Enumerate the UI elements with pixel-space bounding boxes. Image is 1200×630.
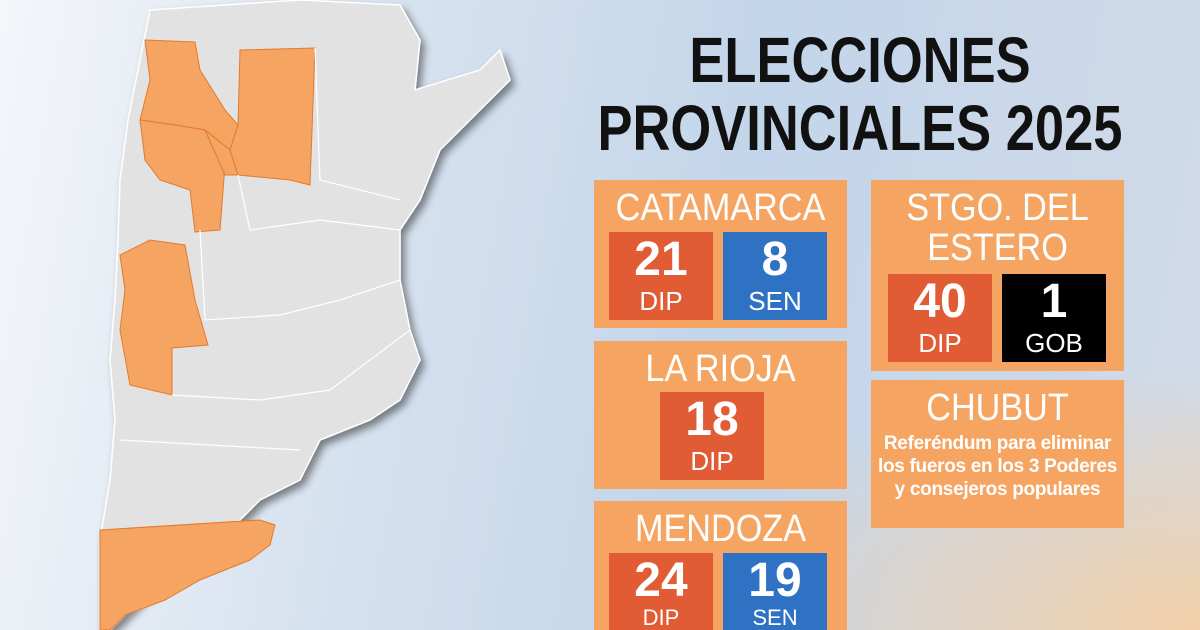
title-line-1: ELECCIONES [689,24,1031,96]
province-name: CATAMARCA [615,187,826,229]
gobernador-tile: 1 GOB [1002,274,1106,362]
card-chubut: CHUBUT Referéndum para eliminar los fuer… [871,380,1124,528]
seat-label: SEN [752,605,798,630]
seat-count: 18 [685,393,739,446]
card-la-rioja: LA RIOJA 18 DIP [594,341,847,489]
province-borders [119,47,411,451]
seat-count: 24 [634,554,688,607]
seat-label: DIP [690,446,734,476]
title-line-2: PROVINCIALES 2025 [597,92,1123,164]
province-name: MENDOZA [635,508,806,550]
province-la-rioja-mendoza [119,239,209,396]
province-name: LA RIOJA [645,348,796,390]
seat-count: 21 [634,233,688,286]
seat-count: 1 [1040,275,1068,328]
senadores-tile: 19 SEN [723,553,827,630]
card-catamarca: CATAMARCA 21 DIP 8 SEN [594,180,847,328]
seat-label: DIP [639,286,683,316]
province-name-line-2: ESTERO [927,227,1068,269]
diputados-tile: 24 DIP [609,553,713,630]
province-name-line-1: STGO. DEL [906,187,1089,229]
seat-count: 19 [748,554,802,607]
argentina-map [99,0,511,630]
seat-label: SEN [748,286,802,316]
senadores-tile: 8 SEN [723,232,827,320]
referendum-description: Referéndum para eliminar los fueros en l… [878,433,1117,500]
card-mendoza: MENDOZA 24 DIP 19 SEN [594,501,847,630]
province-catamarca [139,119,226,233]
seat-label: GOB [1025,328,1083,358]
province-chubut-santa-cruz [99,519,276,630]
province-santiago-del-estero [229,47,316,186]
seat-label: DIP [642,605,680,630]
diputados-tile: 21 DIP [609,232,713,320]
seat-label: DIP [918,328,962,358]
diputados-tile: 40 DIP [888,274,992,362]
seat-count: 40 [913,275,967,328]
province-name: CHUBUT [926,387,1069,429]
seat-count: 8 [761,233,789,286]
card-santiago-del-estero: STGO. DEL ESTERO 40 DIP 1 GOB [871,180,1124,371]
diputados-tile: 18 DIP [660,392,764,480]
